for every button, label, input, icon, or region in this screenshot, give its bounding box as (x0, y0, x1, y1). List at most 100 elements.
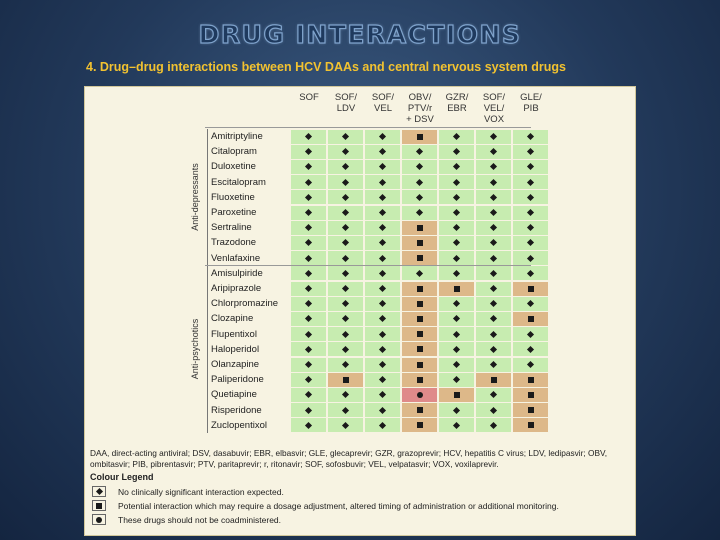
interaction-marker (416, 376, 423, 383)
interaction-cell (513, 251, 548, 266)
interaction-cell (291, 175, 326, 190)
interaction-cell (291, 403, 326, 418)
interaction-marker (304, 239, 313, 247)
interaction-cell (365, 281, 400, 296)
interaction-cell (328, 159, 363, 174)
interaction-cell (328, 281, 363, 296)
colour-legend-title: Colour Legend (90, 472, 154, 482)
interaction-marker (526, 254, 535, 262)
drug-name: Aripiprazole (211, 283, 262, 294)
group-separator (205, 265, 531, 267)
interaction-cell (513, 357, 548, 372)
legend-marker (96, 502, 102, 509)
interaction-cell (328, 372, 363, 387)
group-label: Anti-depressants (190, 163, 200, 232)
interaction-cell (402, 251, 437, 266)
interaction-cell (365, 205, 400, 220)
interaction-cell (328, 342, 363, 357)
interaction-cell (365, 175, 400, 190)
interaction-marker (304, 376, 313, 384)
interaction-marker (489, 269, 498, 277)
interaction-marker (416, 285, 423, 292)
interaction-cell (476, 327, 511, 342)
legend-marker (95, 487, 103, 496)
drug-name: Paroxetine (211, 207, 257, 218)
interaction-cell (513, 387, 548, 402)
interaction-cell (402, 220, 437, 235)
interaction-cell (476, 372, 511, 387)
interaction-marker (526, 193, 535, 201)
interaction-marker (378, 330, 387, 338)
interaction-cell (476, 220, 511, 235)
interaction-cell (291, 129, 326, 144)
interaction-marker (304, 148, 313, 156)
group-bracket (207, 129, 208, 266)
interaction-cell (365, 342, 400, 357)
interaction-cell (402, 342, 437, 357)
interaction-cell (328, 296, 363, 311)
interaction-cell (402, 403, 437, 418)
header-rule (205, 127, 531, 128)
interaction-cell (328, 175, 363, 190)
interaction-cell (513, 159, 548, 174)
interaction-cell (476, 251, 511, 266)
interaction-table-panel: SOF SOF/LDV SOF/VEL OBV/PTV/r + DSV GZR/EBR SO… (84, 86, 636, 536)
interaction-marker (416, 361, 423, 368)
interaction-marker (342, 376, 349, 383)
legend-text: No clinically significant interaction ex… (118, 486, 284, 497)
column-header: SOF/VEL (365, 92, 401, 114)
drug-name: Paliperidone (211, 374, 264, 386)
column-header: SOF/LDV (328, 92, 364, 114)
column-header: SOF/VEL/VOX (476, 92, 512, 125)
drug-name: Clozapine (211, 313, 254, 325)
interaction-cell (291, 190, 326, 205)
interaction-cell (365, 144, 400, 159)
interaction-cell (439, 418, 474, 433)
interaction-marker (489, 330, 498, 338)
interaction-cell (513, 342, 548, 357)
interaction-marker (452, 148, 461, 156)
interaction-marker (489, 148, 498, 156)
interaction-marker (416, 346, 423, 353)
interaction-cell (328, 205, 363, 220)
interaction-marker (452, 376, 461, 384)
interaction-marker (341, 330, 350, 338)
legend-text: These drugs should not be coadministered… (118, 514, 282, 525)
interaction-marker (489, 224, 498, 232)
interaction-cell (291, 251, 326, 266)
drug-name: Risperidone (211, 404, 262, 416)
interaction-cell (476, 342, 511, 357)
interaction-marker (526, 330, 535, 338)
interaction-cell (291, 220, 326, 235)
interaction-marker (452, 224, 461, 232)
drug-name: Olanzapine (211, 359, 260, 370)
interaction-marker (304, 132, 313, 141)
interaction-marker (341, 300, 350, 308)
interaction-cell (365, 251, 400, 266)
interaction-cell (291, 296, 326, 311)
interaction-marker (341, 148, 350, 156)
legend-swatch (92, 500, 106, 511)
interaction-marker (378, 132, 387, 141)
interaction-marker (341, 193, 350, 201)
interaction-marker (341, 391, 350, 399)
interaction-marker (489, 300, 498, 308)
interaction-marker (526, 148, 535, 156)
interaction-cell (291, 311, 326, 326)
interaction-marker (490, 376, 497, 383)
interaction-marker (489, 360, 498, 369)
column-header-line: PIB (523, 103, 539, 114)
interaction-marker (415, 163, 424, 171)
column-header-line: LDV (336, 103, 356, 114)
interaction-cell (439, 342, 474, 357)
interaction-marker (304, 224, 313, 232)
interaction-marker (415, 178, 424, 186)
interaction-cell (291, 281, 326, 296)
column-header-line: SOF/ (482, 92, 506, 103)
interaction-cell (476, 311, 511, 326)
drug-name: Zuclopentixol (211, 419, 267, 431)
interaction-cell (365, 266, 400, 281)
interaction-marker (378, 163, 387, 171)
interaction-marker (526, 178, 535, 186)
drug-name: Venlafaxine (211, 252, 261, 264)
